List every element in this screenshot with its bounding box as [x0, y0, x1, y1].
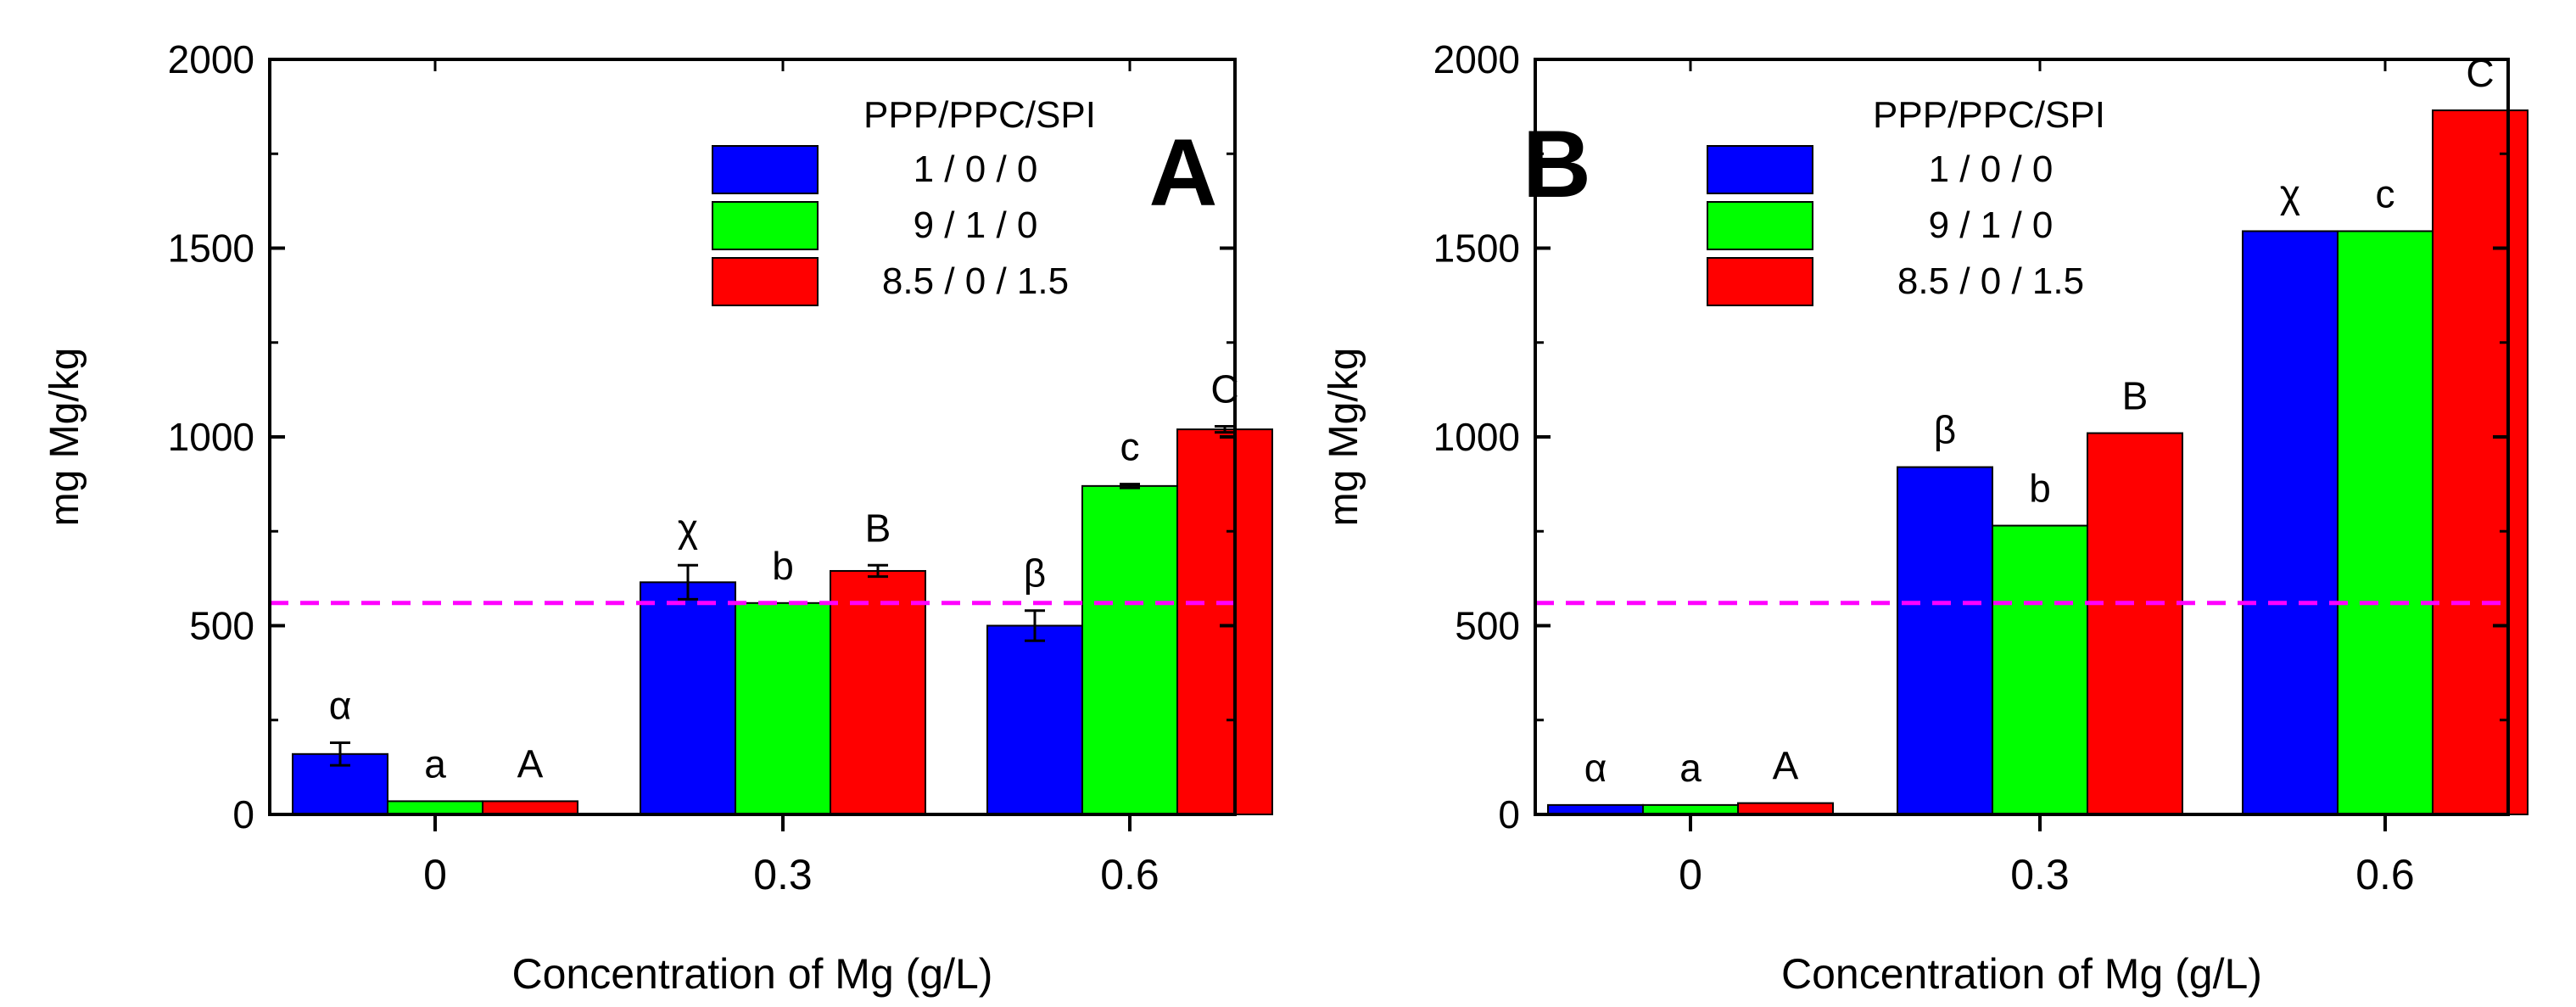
bar-label: A: [517, 741, 544, 786]
x-tick-label: 0.6: [2355, 851, 2415, 898]
x-tick-label: 0.6: [1100, 851, 1159, 898]
bar-label: c: [1120, 425, 1140, 469]
bar-a-s2-c1: [830, 569, 926, 815]
bar-label: a: [1679, 746, 1702, 790]
panel-b: α β χ a b c A B C 0 500 1000 1500 2000 0 0.3 0.6 Concentr…: [1322, 37, 2529, 998]
bar-label: b: [2029, 467, 2051, 511]
legend-label: 1 / 0 / 0: [914, 148, 1038, 190]
bar-label: χ: [678, 506, 698, 550]
y-tick-label: 1500: [168, 227, 254, 271]
bar-label: a: [424, 741, 446, 786]
x-tick-label: 0: [1679, 851, 1702, 898]
y-tick-label: 0: [232, 792, 254, 836]
bar-label: B: [865, 506, 891, 550]
bar-b-s1-c1: [1992, 524, 2088, 815]
bar-a-s2-c0: [482, 800, 578, 815]
legend-swatch-0: [712, 145, 819, 194]
bar-label: B: [2122, 374, 2149, 418]
bar-a-s1-c0: [387, 800, 483, 815]
bar-b-s2-c0: [1737, 802, 1834, 816]
bar-label: C: [2466, 51, 2494, 95]
legend-swatch-0: [1707, 145, 1813, 194]
x-axis-title: Concentration of Mg (g/L): [1781, 950, 2262, 998]
bar-a-s1-c2: [1081, 484, 1178, 815]
bar-label: α: [329, 683, 352, 727]
bar-b-s2-c1: [2087, 432, 2183, 815]
y-axis-title: mg Mg/kg: [1322, 348, 1366, 527]
legend-label: 9 / 1 / 0: [1929, 204, 2054, 246]
y-tick-label: 500: [189, 604, 254, 648]
legend-label: 1 / 0 / 0: [1929, 148, 2054, 190]
bar-a-s2-c2: [1176, 428, 1273, 815]
bar-label: β: [1024, 551, 1046, 596]
x-axis-title: Concentration of Mg (g/L): [512, 950, 993, 998]
panel-label: B: [1523, 111, 1591, 217]
legend-title: PPP/PPC/SPI: [1873, 94, 2105, 136]
legend-label: 8.5 / 0 / 1.5: [882, 260, 1069, 302]
bar-label: b: [772, 544, 794, 588]
bar-a-s1-c1: [735, 601, 831, 815]
bar-b-s2-c2: [2432, 109, 2529, 815]
x-tick-label: 0: [423, 851, 447, 898]
legend-title: PPP/PPC/SPI: [863, 94, 1096, 136]
bar-label: β: [1934, 408, 1956, 452]
x-tick-label: 0.3: [753, 851, 813, 898]
legend-label: 9 / 1 / 0: [914, 204, 1038, 246]
bar-a-s0-c1: [640, 581, 736, 815]
bar-b-s0-c1: [1897, 466, 1993, 815]
bar-label: χ: [2280, 171, 2300, 215]
panel-label: A: [1149, 120, 1218, 226]
y-tick-label: 500: [1455, 604, 1520, 648]
y-tick-label: 1500: [1433, 227, 1520, 271]
y-tick-label: 2000: [1433, 37, 1520, 81]
bar-label: A: [1773, 744, 1799, 788]
legend-label: 8.5 / 0 / 1.5: [1897, 260, 2084, 302]
bar-a-s0-c2: [986, 624, 1083, 815]
legend-swatch-1: [712, 201, 819, 250]
y-tick-label: 0: [1498, 792, 1520, 836]
y-tick-label: 1000: [1433, 415, 1520, 459]
y-axis-title: mg Mg/kg: [42, 348, 87, 527]
legend-swatch-1: [1707, 201, 1813, 250]
bar-label: α: [1584, 746, 1607, 790]
y-tick-label: 2000: [168, 37, 254, 81]
y-tick-label: 1000: [168, 415, 254, 459]
bar-b-s0-c2: [2242, 230, 2339, 816]
x-tick-label: 0.3: [2010, 851, 2070, 898]
legend-swatch-2: [1707, 257, 1813, 306]
legend-swatch-2: [712, 257, 819, 306]
bar-b-s1-c2: [2337, 230, 2434, 816]
bar-label: c: [2376, 171, 2395, 215]
